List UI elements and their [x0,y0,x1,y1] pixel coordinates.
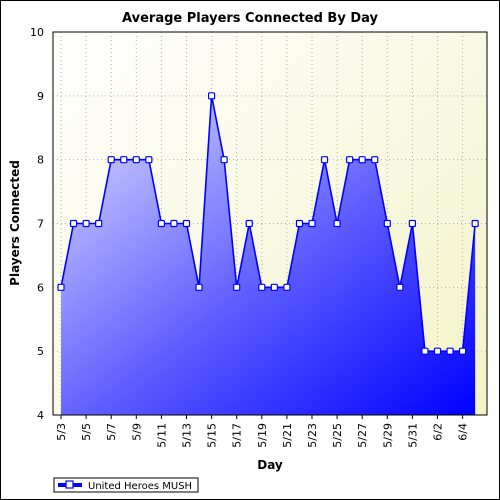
axes [52,31,488,419]
x-tick-label: 5/15 [206,423,219,448]
x-tick-label: 6/4 [457,423,470,441]
data-point-marker [220,156,228,164]
x-tick-label: 5/3 [55,423,68,441]
data-point-marker [295,219,304,228]
data-point-marker [421,347,429,355]
data-point-marker [459,347,467,355]
y-tick-labels: 4 5 6 7 8 9 10 [30,26,44,422]
y-tick-label: 5 [37,345,44,358]
legend-marker-icon [65,480,74,489]
data-point-marker [233,283,241,291]
data-point-marker [408,219,416,228]
legend-label: United Heroes MUSH [88,481,192,492]
plot-border [52,31,488,416]
x-tick-label: 5/5 [80,423,93,441]
data-point-marker [57,283,65,291]
data-point-marker [433,347,442,355]
data-point-marker [358,156,366,164]
x-tick-label: 5/11 [155,423,168,448]
data-point-marker [195,283,203,291]
x-tick-label: 5/27 [356,423,369,448]
x-tick-labels: 5/3 5/5 5/7 5/9 5/11 5/13 5/15 5/17 5/19 5/21 5/23… [55,423,470,448]
data-point-marker [157,219,165,228]
legend-box [53,477,199,493]
data-point-marker [107,156,115,164]
x-tick-label: 5/19 [256,423,269,448]
x-tick-label: 5/17 [231,423,244,448]
data-point-marker [182,219,191,228]
y-tick-label: 6 [37,281,44,294]
x-tick-label: 6/2 [432,423,445,441]
data-point-marker [346,156,354,164]
data-point-marker [446,347,454,355]
y-tick-label: 8 [37,154,44,167]
x-tick-label: 5/29 [381,423,394,448]
data-point-marker [270,283,278,291]
data-point-marker [471,219,479,228]
data-point-marker [396,283,404,291]
y-tick-label: 10 [30,26,44,39]
data-point-marker [283,283,291,291]
x-axis-label: Day [257,458,283,472]
y-tick-label: 9 [37,90,44,103]
data-point-marker [371,156,379,164]
chart-title: Average Players Connected By Day [122,11,378,26]
data-point-marker [145,156,153,164]
data-point-marker [320,156,329,164]
x-tick-label: 5/25 [331,423,344,448]
legend: United Heroes MUSH [53,477,199,493]
data-point-marker [308,219,316,228]
x-tick-label: 5/13 [181,423,194,448]
area-fill [61,95,476,415]
data-point-marker [95,219,103,228]
data-point-marker [120,156,128,164]
data-point-marker [258,283,266,291]
data-point-marker [208,92,216,100]
data-point-marker [132,156,140,164]
data-point-marker [383,219,391,228]
data-point-marker [170,219,178,228]
x-tick-label: 5/7 [105,423,118,441]
x-tick-label: 5/9 [130,423,143,441]
data-point-marker [69,219,78,228]
data-point-marker [245,219,253,228]
series-area [60,95,476,415]
data-point-marker [82,219,90,228]
x-tick-label: 5/21 [281,423,294,448]
y-tick-label: 4 [37,409,44,422]
y-axis-label: Players Connected [8,160,22,286]
series-line [60,95,476,352]
data-point-marker [333,219,341,228]
x-tick-label: 5/23 [306,423,319,448]
x-tick-label: 5/31 [406,423,419,448]
series-markers [57,92,479,355]
y-tick-label: 7 [37,218,44,231]
